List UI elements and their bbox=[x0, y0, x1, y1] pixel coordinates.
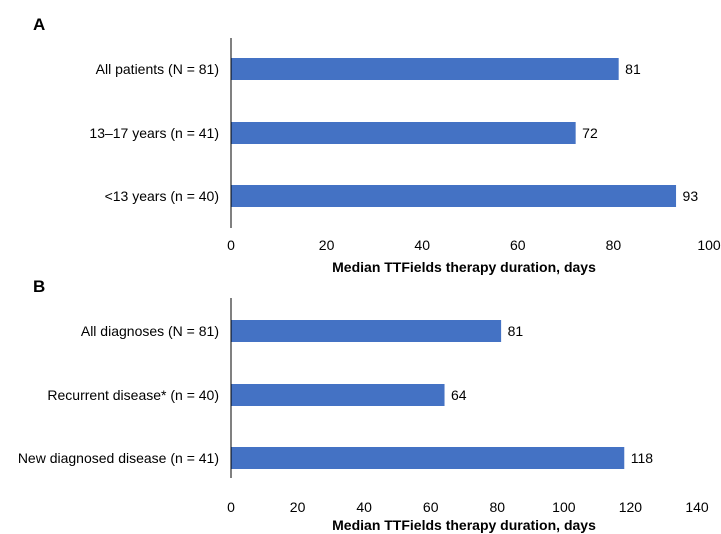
x-tick-label: 20 bbox=[290, 499, 306, 515]
x-tick-label: 20 bbox=[319, 237, 335, 253]
value-label: 93 bbox=[683, 188, 699, 204]
bar bbox=[231, 447, 625, 469]
value-label: 64 bbox=[451, 387, 467, 403]
bar bbox=[231, 384, 445, 406]
category-label: New diagnosed disease (n = 41) bbox=[18, 450, 219, 466]
x-tick-label: 140 bbox=[685, 499, 709, 515]
x-tick-label: 120 bbox=[619, 499, 643, 515]
bar bbox=[231, 58, 619, 80]
category-label: All diagnoses (N = 81) bbox=[81, 323, 219, 339]
x-tick-label: 80 bbox=[489, 499, 505, 515]
bar bbox=[231, 185, 677, 207]
panel-letter: A bbox=[33, 15, 45, 34]
panel-letter: B bbox=[33, 277, 45, 296]
x-tick-label: 80 bbox=[606, 237, 622, 253]
x-tick-label: 0 bbox=[227, 237, 235, 253]
value-label: 81 bbox=[625, 61, 641, 77]
bar bbox=[231, 320, 502, 342]
x-axis-title: Median TTFields therapy duration, days bbox=[332, 259, 596, 275]
value-label: 81 bbox=[508, 323, 524, 339]
x-axis-title: Median TTFields therapy duration, days bbox=[332, 517, 596, 533]
x-tick-label: 60 bbox=[423, 499, 439, 515]
x-tick-label: 60 bbox=[510, 237, 526, 253]
panel-b: B All diagnoses (N = 81) 81 Recurrent disea… bbox=[18, 277, 709, 533]
category-label: All patients (N = 81) bbox=[96, 61, 219, 77]
category-label: <13 years (n = 40) bbox=[105, 188, 219, 204]
x-tick-label: 40 bbox=[414, 237, 430, 253]
bar bbox=[231, 122, 576, 144]
x-tick-label: 100 bbox=[697, 237, 721, 253]
panel-a: A All patients (N = 81) 81 13–17 years (n =… bbox=[33, 15, 721, 275]
category-label: Recurrent disease* (n = 40) bbox=[47, 387, 219, 403]
x-tick-label: 40 bbox=[356, 499, 372, 515]
value-label: 118 bbox=[631, 450, 654, 466]
x-tick-label: 100 bbox=[552, 499, 576, 515]
x-tick-label: 0 bbox=[227, 499, 235, 515]
category-label: 13–17 years (n = 41) bbox=[89, 125, 219, 141]
value-label: 72 bbox=[582, 125, 598, 141]
